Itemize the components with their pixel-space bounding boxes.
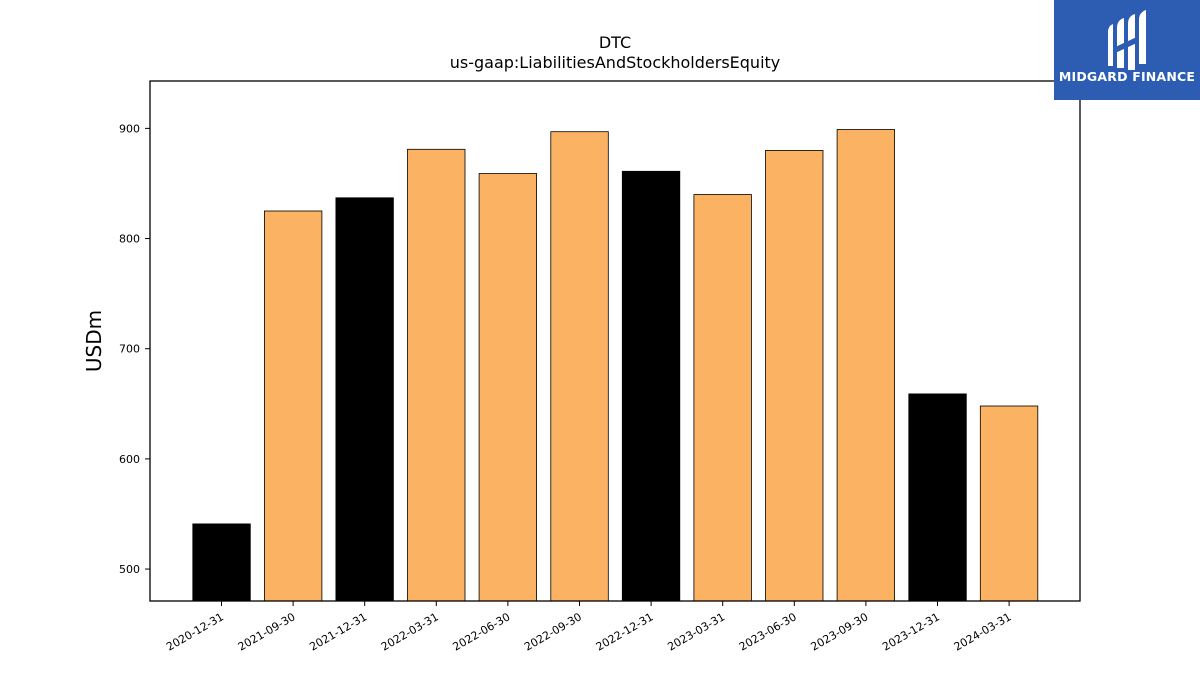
bar-2022-12-31	[621, 170, 681, 602]
bar-2020-12-31	[192, 523, 251, 602]
bar-2024-03-31	[979, 405, 1039, 602]
bar-2023-09-30	[836, 129, 895, 602]
y-axis-label: USDm	[82, 310, 106, 372]
bar-2021-09-30	[263, 210, 323, 602]
x-tick-label: 2023-06-30	[737, 610, 799, 653]
chart-title: DTC	[599, 33, 631, 52]
bar-2021-12-31	[335, 197, 394, 602]
x-tick-label: 2022-06-30	[451, 610, 513, 653]
bar-2022-06-30	[478, 173, 538, 602]
bar-2023-03-31	[693, 194, 752, 602]
x-tick-label: 2022-09-30	[522, 610, 584, 653]
y-axis-ticks: 500 600 700 800 900	[119, 122, 150, 576]
bar-2023-06-30	[765, 149, 824, 602]
y-tick-label: 800	[119, 233, 140, 246]
y-tick-label: 600	[119, 453, 140, 466]
bar-2022-03-31	[407, 148, 466, 602]
plot-frame	[149, 80, 1081, 602]
x-tick-label: 2020-12-31	[164, 610, 226, 653]
x-tick-label: 2022-03-31	[379, 610, 441, 653]
bar-2022-09-30	[550, 131, 609, 602]
x-tick-label: 2021-09-30	[236, 610, 298, 653]
x-tick-label: 2021-12-31	[307, 610, 369, 653]
x-tick-label: 2022-12-31	[594, 610, 656, 653]
chart-subtitle: us-gaap:LiabilitiesAndStockholdersEquity	[450, 53, 781, 72]
y-tick-label: 500	[119, 563, 140, 576]
brand-name: MIDGARD FINANCE	[1058, 69, 1196, 84]
x-tick-label: 2023-09-30	[809, 610, 871, 653]
x-tick-label: 2024-03-31	[952, 610, 1014, 653]
bar-2023-12-31	[908, 393, 967, 602]
x-tick-label: 2023-12-31	[880, 610, 942, 653]
x-tick-label: 2023-03-31	[665, 610, 727, 653]
y-tick-label: 700	[119, 343, 140, 356]
midgard-logo-icon	[1108, 10, 1146, 70]
y-tick-label: 900	[119, 122, 140, 135]
bars-layer	[192, 129, 1039, 602]
brand-logo: MIDGARD FINANCE	[1054, 0, 1200, 100]
x-axis-ticks: 2020-12-31 2021-09-30 2021-12-31 2022-03-31…	[164, 601, 1014, 654]
